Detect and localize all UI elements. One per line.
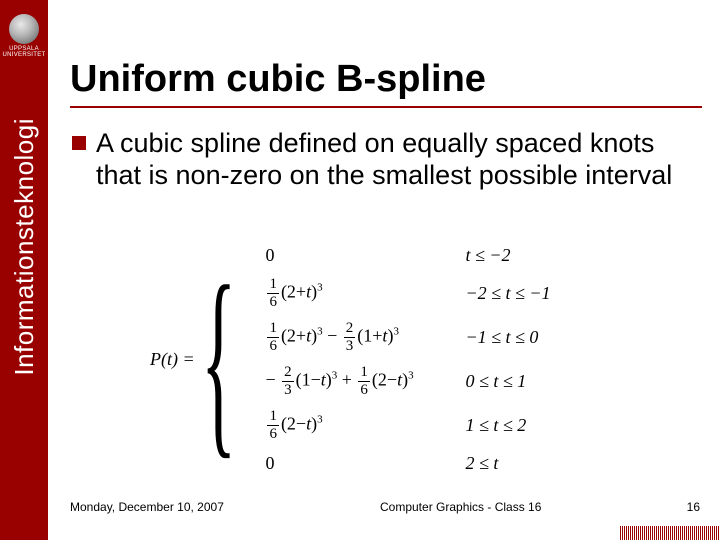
corner-decoration bbox=[620, 526, 720, 540]
case-row: 0t ≤ −2 bbox=[265, 245, 585, 266]
slide-title: Uniform cubic B-spline bbox=[70, 58, 486, 101]
case-expr: 16(2+t)3 bbox=[265, 277, 465, 310]
footer-page: 16 bbox=[687, 500, 700, 514]
footer-date: Monday, December 10, 2007 bbox=[70, 500, 224, 514]
case-row: 02 ≤ t bbox=[265, 453, 585, 474]
department-label: Informationsteknologi bbox=[9, 118, 40, 376]
case-row: 16(2+t)3−2 ≤ t ≤ −1 bbox=[265, 277, 585, 310]
case-expr: − 23(1−t)3 + 16(2−t)3 bbox=[265, 365, 465, 398]
case-cond: −2 ≤ t ≤ −1 bbox=[465, 283, 585, 304]
footer-class: Computer Graphics - Class 16 bbox=[380, 500, 541, 514]
seal-icon bbox=[9, 14, 39, 44]
university-name: UPPSALA UNIVERSITET bbox=[0, 46, 48, 58]
square-bullet-icon bbox=[72, 136, 86, 150]
bullet-text: A cubic spline defined on equally spaced… bbox=[96, 128, 702, 192]
footer: Monday, December 10, 2007 Computer Graph… bbox=[70, 500, 700, 514]
case-row: − 23(1−t)3 + 16(2−t)30 ≤ t ≤ 1 bbox=[265, 365, 585, 398]
case-expr: 16(2+t)3 − 23(1+t)3 bbox=[265, 321, 465, 354]
case-expr: 0 bbox=[265, 453, 465, 474]
case-expr: 16(2−t)3 bbox=[265, 409, 465, 442]
case-row: 16(2+t)3 − 23(1+t)3−1 ≤ t ≤ 0 bbox=[265, 321, 585, 354]
case-row: 16(2−t)31 ≤ t ≤ 2 bbox=[265, 409, 585, 442]
title-underline bbox=[70, 106, 702, 108]
case-cond: t ≤ −2 bbox=[465, 245, 585, 266]
case-expr: 0 bbox=[265, 245, 465, 266]
formula-cases: 0t ≤ −2 16(2+t)3−2 ≤ t ≤ −1 16(2+t)3 − 2… bbox=[265, 245, 585, 474]
case-cond: −1 ≤ t ≤ 0 bbox=[465, 327, 585, 348]
sidebar: UPPSALA UNIVERSITET Informationsteknolog… bbox=[0, 0, 48, 540]
formula-lhs: P(t) = bbox=[150, 349, 195, 370]
university-logo: UPPSALA UNIVERSITET bbox=[0, 14, 48, 58]
case-cond: 0 ≤ t ≤ 1 bbox=[465, 371, 585, 392]
case-cond: 1 ≤ t ≤ 2 bbox=[465, 415, 585, 436]
piecewise-formula: P(t) = { 0t ≤ −2 16(2+t)3−2 ≤ t ≤ −1 16(… bbox=[150, 245, 585, 474]
bullet-item: A cubic spline defined on equally spaced… bbox=[72, 128, 702, 192]
case-cond: 2 ≤ t bbox=[465, 453, 585, 474]
